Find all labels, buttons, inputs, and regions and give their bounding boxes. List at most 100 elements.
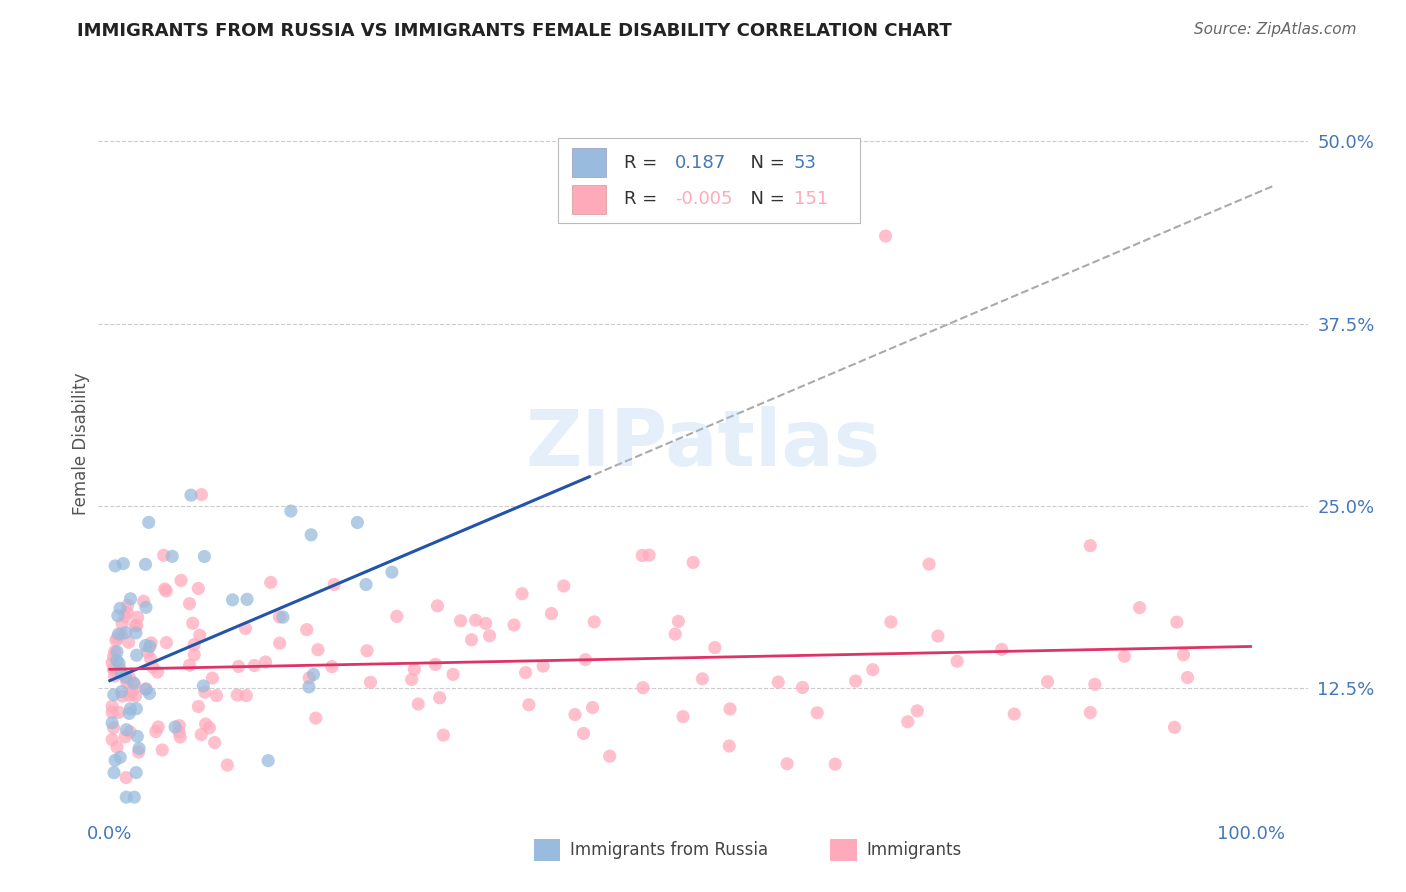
Point bbox=[1114, 649, 1136, 664]
Point bbox=[280, 504, 302, 518]
Point bbox=[574, 653, 596, 667]
Point bbox=[103, 662, 125, 676]
Point bbox=[217, 758, 239, 772]
Point bbox=[517, 698, 540, 712]
Point bbox=[179, 658, 201, 673]
Point bbox=[188, 628, 211, 642]
Point bbox=[260, 575, 283, 590]
Point bbox=[138, 686, 160, 700]
Point bbox=[631, 549, 654, 563]
Point bbox=[146, 665, 169, 679]
Point bbox=[117, 599, 139, 613]
Point bbox=[346, 516, 368, 530]
Point bbox=[183, 638, 205, 652]
Point bbox=[125, 702, 148, 716]
Point bbox=[101, 715, 124, 730]
Point bbox=[108, 657, 131, 671]
Point bbox=[198, 721, 221, 735]
Point bbox=[664, 627, 686, 641]
Point bbox=[299, 528, 322, 542]
Point bbox=[115, 723, 138, 737]
Point bbox=[179, 597, 201, 611]
Point bbox=[187, 582, 209, 596]
Point bbox=[103, 669, 125, 683]
Point bbox=[460, 632, 482, 647]
Point bbox=[718, 702, 741, 716]
Point bbox=[125, 648, 148, 663]
Point bbox=[103, 649, 125, 664]
Point bbox=[718, 739, 741, 753]
Point bbox=[118, 706, 141, 721]
Point bbox=[187, 699, 209, 714]
Point bbox=[228, 659, 250, 673]
Point bbox=[221, 593, 243, 607]
Point bbox=[121, 683, 143, 698]
Point bbox=[103, 721, 125, 735]
Point bbox=[193, 679, 215, 693]
Point bbox=[269, 610, 291, 624]
Point bbox=[103, 765, 125, 780]
Point bbox=[114, 730, 136, 744]
Point bbox=[194, 717, 217, 731]
Point bbox=[307, 642, 329, 657]
Point bbox=[474, 616, 496, 631]
Point bbox=[135, 681, 157, 696]
Point bbox=[107, 665, 129, 679]
Point bbox=[118, 724, 141, 739]
Point bbox=[111, 616, 134, 631]
Text: R =: R = bbox=[624, 191, 664, 209]
Point bbox=[406, 697, 429, 711]
Point bbox=[425, 657, 447, 672]
Point bbox=[692, 672, 714, 686]
Point bbox=[1036, 674, 1059, 689]
Point bbox=[112, 557, 135, 571]
Point bbox=[1002, 707, 1025, 722]
Point bbox=[990, 642, 1012, 657]
Point bbox=[540, 607, 562, 621]
Point bbox=[776, 756, 799, 771]
Point bbox=[1173, 648, 1195, 662]
Point bbox=[101, 656, 124, 670]
Point bbox=[271, 610, 294, 624]
Point bbox=[104, 753, 127, 767]
Point bbox=[115, 790, 138, 805]
Point bbox=[792, 681, 814, 695]
Point bbox=[125, 618, 148, 632]
Point bbox=[631, 681, 654, 695]
Point bbox=[105, 653, 128, 667]
Text: R =: R = bbox=[624, 153, 664, 171]
Text: N =: N = bbox=[740, 191, 790, 209]
Point bbox=[150, 743, 173, 757]
Point bbox=[160, 549, 183, 564]
Point bbox=[668, 615, 690, 629]
Point bbox=[110, 627, 132, 641]
Point bbox=[139, 640, 162, 654]
Point bbox=[360, 675, 382, 690]
Point bbox=[768, 675, 790, 690]
Point bbox=[108, 601, 131, 615]
FancyBboxPatch shape bbox=[558, 138, 860, 223]
Point bbox=[155, 583, 177, 598]
Point bbox=[503, 618, 526, 632]
Point bbox=[167, 725, 190, 739]
Point bbox=[124, 618, 146, 632]
Text: 0.187: 0.187 bbox=[675, 153, 727, 171]
Point bbox=[572, 726, 595, 740]
Point bbox=[135, 600, 157, 615]
Point bbox=[165, 720, 187, 734]
Point bbox=[429, 690, 451, 705]
Point bbox=[105, 645, 128, 659]
Point bbox=[862, 663, 884, 677]
Point bbox=[298, 671, 321, 685]
Point bbox=[183, 648, 205, 662]
Point bbox=[107, 608, 129, 623]
Point bbox=[404, 662, 426, 676]
Point bbox=[226, 688, 249, 702]
Point bbox=[190, 728, 212, 742]
Point bbox=[599, 749, 621, 764]
Point bbox=[135, 558, 157, 572]
Point bbox=[127, 729, 149, 743]
Point bbox=[426, 599, 449, 613]
Point bbox=[104, 644, 127, 658]
Point bbox=[194, 685, 217, 699]
